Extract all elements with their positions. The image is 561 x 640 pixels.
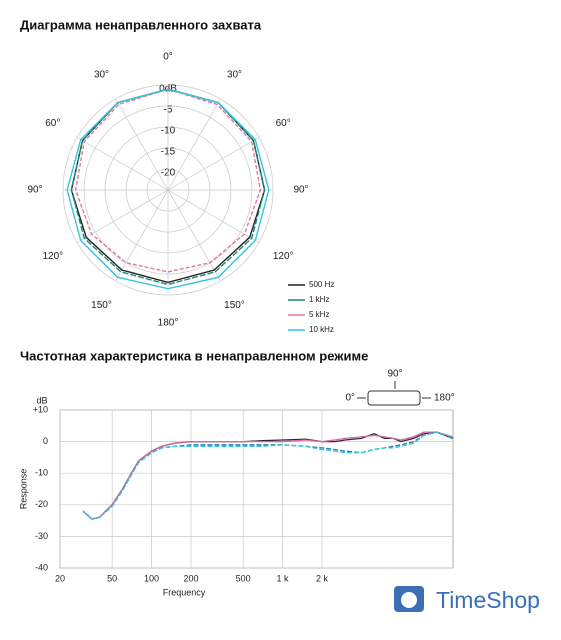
- logo-clock: [401, 592, 417, 608]
- x-tick-label: 200: [183, 573, 198, 583]
- response-title: Частотная характеристика в ненаправленно…: [20, 348, 368, 363]
- spoke: [115, 189, 169, 282]
- y-tick-label: -20: [35, 499, 48, 509]
- pattern-line: [66, 88, 270, 290]
- pattern-line: [74, 88, 262, 273]
- response-line: [82, 431, 454, 520]
- plot-frame: [59, 409, 454, 569]
- y-tick-label: +10: [33, 404, 48, 414]
- legend-label: 10 kHz: [309, 325, 334, 334]
- y-tick-label: -40: [35, 562, 48, 572]
- annotation: 180°: [434, 393, 455, 404]
- annotation: 0°: [345, 393, 355, 404]
- response-line: [82, 431, 454, 520]
- legend-label: 1 kHz: [309, 295, 329, 304]
- spoke: [167, 189, 221, 282]
- theta-tick-label: 60°: [45, 118, 60, 129]
- y-unit: dB: [36, 395, 47, 405]
- pattern-line: [70, 88, 266, 286]
- logo: TimeShop: [394, 586, 540, 613]
- x-tick-label: 1 k: [277, 573, 290, 583]
- theta-tick-label: 90°: [293, 185, 308, 196]
- x-tick-label: 50: [107, 573, 117, 583]
- theta-tick-label: 120°: [273, 251, 294, 262]
- legend-label: 500 Hz: [309, 280, 334, 289]
- spoke: [167, 98, 221, 191]
- spoke: [167, 137, 260, 191]
- theta-tick-label: 0°: [163, 52, 173, 63]
- theta-tick-label: 30°: [227, 69, 242, 80]
- spoke: [167, 189, 260, 243]
- theta-tick-label: 60°: [276, 118, 291, 129]
- mic-diagram: 90° 0° 180°: [345, 369, 455, 406]
- x-tick-label: 20: [55, 573, 65, 583]
- theta-tick-label: 120°: [42, 251, 63, 262]
- response-line: [82, 431, 454, 520]
- theta-tick-label: 150°: [91, 300, 112, 311]
- x-tick-label: 100: [144, 573, 159, 583]
- polar-title: Диаграмма ненаправленного захвата: [20, 17, 262, 32]
- y-axis-label: Response: [18, 469, 28, 510]
- spoke: [76, 189, 169, 243]
- annotation: 90°: [387, 369, 402, 380]
- theta-tick-label: 180°: [158, 318, 179, 329]
- y-tick-label: -30: [35, 531, 48, 541]
- y-tick-label: 0: [43, 436, 48, 446]
- theta-tick-label: 30°: [94, 69, 109, 80]
- y-tick-label: -10: [35, 468, 48, 478]
- spoke: [76, 137, 169, 191]
- legend-label: 5 kHz: [309, 310, 329, 319]
- logo-text: TimeShop: [436, 587, 540, 613]
- x-tick-label: 500: [236, 573, 251, 583]
- theta-tick-label: 90°: [27, 185, 42, 196]
- x-axis-label: Frequency: [163, 587, 206, 597]
- spoke: [115, 98, 169, 191]
- mic-body: [367, 390, 421, 406]
- x-tick-label: 2 k: [316, 573, 329, 583]
- theta-tick-label: 150°: [224, 300, 245, 311]
